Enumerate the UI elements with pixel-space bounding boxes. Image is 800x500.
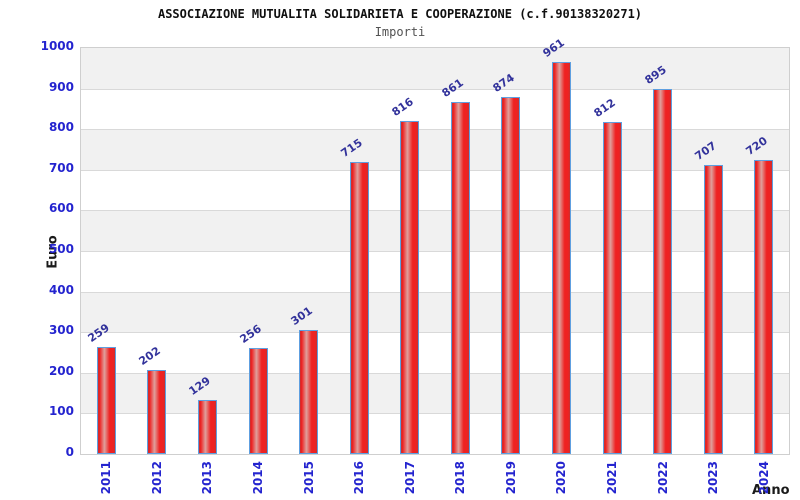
y-tick-label: 800 — [48, 120, 74, 135]
gridline — [81, 291, 789, 293]
bar-2014 — [248, 348, 268, 454]
y-tick-label: 900 — [48, 79, 74, 94]
bar-2021 — [602, 122, 622, 454]
y-tick-label: 500 — [48, 242, 74, 256]
bar-2018 — [450, 102, 470, 454]
gridline — [81, 332, 789, 334]
plot-band — [81, 129, 789, 170]
gridline — [81, 372, 789, 374]
x-tick-label: 2017 — [402, 461, 417, 495]
bar-2013 — [197, 400, 217, 454]
bar-2017 — [400, 121, 420, 454]
gridline — [81, 129, 789, 131]
plot-band — [81, 413, 789, 454]
bar-2024 — [754, 160, 774, 454]
plot-band — [81, 169, 789, 211]
chart-subtitle: Importi — [374, 25, 426, 39]
y-tick-label: 0 — [65, 445, 74, 459]
plot-band — [81, 48, 789, 89]
x-tick-label: 2023 — [706, 461, 721, 495]
x-tick-label: 2020 — [554, 461, 569, 495]
bar-2022 — [653, 89, 673, 454]
plot-band — [81, 291, 789, 333]
x-tick-label: 2015 — [301, 461, 316, 495]
x-tick-label: 2024 — [756, 461, 771, 495]
plot-band — [81, 372, 789, 414]
y-tick-label: 1000 — [40, 39, 74, 53]
gridline — [81, 210, 789, 212]
plot-band — [81, 88, 789, 130]
bar-2020 — [551, 62, 571, 454]
y-tick-label: 100 — [48, 404, 74, 419]
y-tick-label: 300 — [48, 323, 74, 338]
plot-band — [81, 251, 789, 292]
x-tick-label: 2013 — [200, 461, 215, 495]
x-tick-label: 2014 — [251, 461, 265, 495]
bar-2023 — [703, 165, 723, 454]
gridline — [81, 88, 789, 90]
x-tick-label: 2018 — [453, 461, 468, 495]
y-tick-label: 600 — [48, 201, 74, 216]
bar-2015 — [299, 330, 319, 454]
x-tick-label: 2019 — [503, 461, 518, 495]
plot-band — [81, 332, 789, 373]
gridline — [81, 413, 789, 415]
x-tick-label: 2021 — [605, 461, 619, 495]
y-tick-label: 400 — [48, 282, 74, 297]
bar-2016 — [349, 162, 369, 454]
plot-band — [81, 210, 789, 251]
x-tick-label: 2011 — [99, 461, 114, 495]
gridline — [81, 169, 789, 171]
x-tick-label: 2022 — [655, 461, 670, 495]
x-tick-label: 2016 — [352, 461, 367, 495]
x-axis-title: Anno — [752, 483, 790, 498]
plot-area: 259 2011 202 2012 129 2013 256 2014 301 2015 715 20… — [80, 36, 790, 494]
gridline — [81, 251, 789, 252]
bar-2012 — [147, 370, 167, 454]
x-tick-label: 2012 — [149, 461, 164, 495]
chart-title: ASSOCIAZIONE MUTUALITA SOLIDARIETA E COO… — [157, 7, 643, 21]
y-tick-label: 700 — [48, 160, 74, 175]
y-axis-tick-labels: 0 100 200 300 400 500 600 700 800 900 1000 — [0, 39, 74, 459]
bar-2011 — [96, 347, 116, 454]
y-tick-label: 200 — [48, 363, 74, 378]
bar-2019 — [501, 97, 521, 454]
